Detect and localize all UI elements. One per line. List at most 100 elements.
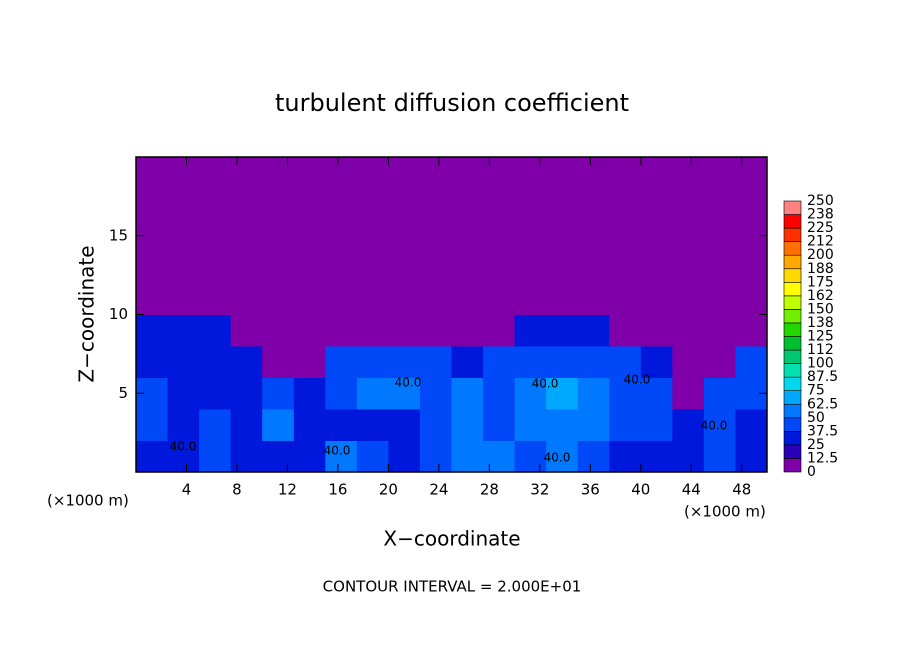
heatmap-cell	[419, 251, 452, 284]
heatmap-cell	[609, 314, 642, 347]
colorbar-cell	[783, 309, 802, 324]
heatmap-cell	[672, 188, 705, 221]
x-tick-label: 44	[682, 481, 701, 499]
heatmap-cell	[703, 377, 736, 410]
contour-label: 40.0	[701, 419, 728, 433]
heatmap-cell	[577, 377, 610, 410]
x-axis-label: X−coordinate	[383, 527, 520, 551]
heatmap-cell	[703, 251, 736, 284]
contour-label: 40.0	[170, 440, 197, 454]
heatmap-cell	[293, 440, 326, 473]
heatmap	[136, 157, 768, 473]
heatmap-cell	[136, 440, 169, 473]
colorbar-label: 0	[807, 464, 816, 480]
heatmap-cell	[136, 157, 169, 189]
heatmap-cell	[419, 220, 452, 252]
colorbar-label: 50	[807, 410, 825, 426]
heatmap-cell	[609, 409, 642, 441]
colorbar-label: 138	[807, 315, 834, 331]
heatmap-cell	[609, 157, 642, 189]
heatmap-cell	[577, 409, 610, 441]
footer: CONTOUR INTERVAL = 2.000E+01	[323, 578, 582, 596]
heatmap-cell	[451, 440, 484, 473]
heatmap-cell	[640, 314, 673, 347]
heatmap-cell	[136, 251, 169, 284]
colorbar-label: 100	[807, 356, 834, 372]
heatmap-cell	[514, 409, 547, 441]
heatmap-cell	[546, 377, 579, 410]
heatmap-cell	[388, 220, 421, 252]
heatmap-cell	[230, 314, 263, 347]
heatmap-cell	[388, 157, 421, 189]
heatmap-cell	[640, 157, 673, 189]
heatmap-cell	[640, 283, 673, 315]
heatmap-cell	[514, 314, 547, 347]
heatmap-cell	[483, 188, 516, 221]
heatmap-cell	[514, 251, 547, 284]
heatmap-cell	[735, 157, 768, 189]
heatmap-cell	[514, 157, 547, 189]
heatmap-cell	[703, 314, 736, 347]
contour-label: 40.0	[324, 444, 351, 458]
heatmap-cell	[325, 220, 358, 252]
colorbar-label: 250	[807, 193, 834, 209]
heatmap-cell	[577, 188, 610, 221]
heatmap-cell	[230, 157, 263, 189]
heatmap-cell	[577, 157, 610, 189]
colorbar-label: 200	[807, 247, 834, 263]
heatmap-cell	[640, 409, 673, 441]
heatmap-cell	[451, 314, 484, 347]
heatmap-cell	[230, 283, 263, 315]
y-tick-label: 5	[118, 384, 128, 402]
heatmap-cell	[672, 220, 705, 252]
heatmap-cell	[356, 377, 389, 410]
heatmap-cell	[262, 188, 295, 221]
heatmap-cell	[356, 346, 389, 378]
x-tick-label: 32	[530, 481, 549, 499]
colorbar-label: 225	[807, 220, 834, 236]
heatmap-cell	[230, 409, 263, 441]
heatmap-cell	[230, 440, 263, 473]
heatmap-cell	[167, 440, 200, 473]
heatmap-cell	[546, 251, 579, 284]
heatmap-cell	[546, 220, 579, 252]
colorbar-label: 162	[807, 288, 834, 304]
heatmap-cell	[136, 283, 169, 315]
heatmap-cell	[735, 283, 768, 315]
colorbar-cell	[783, 444, 802, 459]
heatmap-cell	[230, 188, 263, 221]
heatmap-cell	[451, 188, 484, 221]
heatmap-cell	[199, 220, 232, 252]
heatmap-cell	[483, 409, 516, 441]
heatmap-cell	[419, 283, 452, 315]
heatmap-cell	[672, 377, 705, 410]
heatmap-cell	[230, 251, 263, 284]
heatmap-cell	[577, 251, 610, 284]
heatmap-cell	[230, 220, 263, 252]
heatmap-cell	[262, 283, 295, 315]
colorbar-label: 62.5	[807, 396, 838, 412]
x-tick-label: 4	[182, 481, 192, 499]
heatmap-cell	[609, 440, 642, 473]
x-tick-label: 8	[232, 481, 242, 499]
overlay: 4 8 12 16 20 24 28 32 36 40 44 4851015012.52537.550…	[109, 156, 838, 499]
heatmap-cell	[293, 377, 326, 410]
heatmap-cell	[419, 440, 452, 473]
heatmap-cell	[703, 188, 736, 221]
heatmap-cell	[388, 409, 421, 441]
heatmap-cell	[451, 409, 484, 441]
heatmap-cell	[735, 251, 768, 284]
heatmap-cell	[167, 346, 200, 378]
heatmap-cell	[325, 409, 358, 441]
heatmap-cell	[546, 188, 579, 221]
heatmap-cell	[136, 188, 169, 221]
heatmap-cell	[388, 440, 421, 473]
colorbar-label: 188	[807, 261, 834, 277]
heatmap-cell	[167, 220, 200, 252]
x-tick-label: 28	[480, 481, 499, 499]
heatmap-cell	[672, 283, 705, 315]
heatmap-cell	[262, 314, 295, 347]
heatmap-cell	[199, 377, 232, 410]
heatmap-cell	[167, 251, 200, 284]
